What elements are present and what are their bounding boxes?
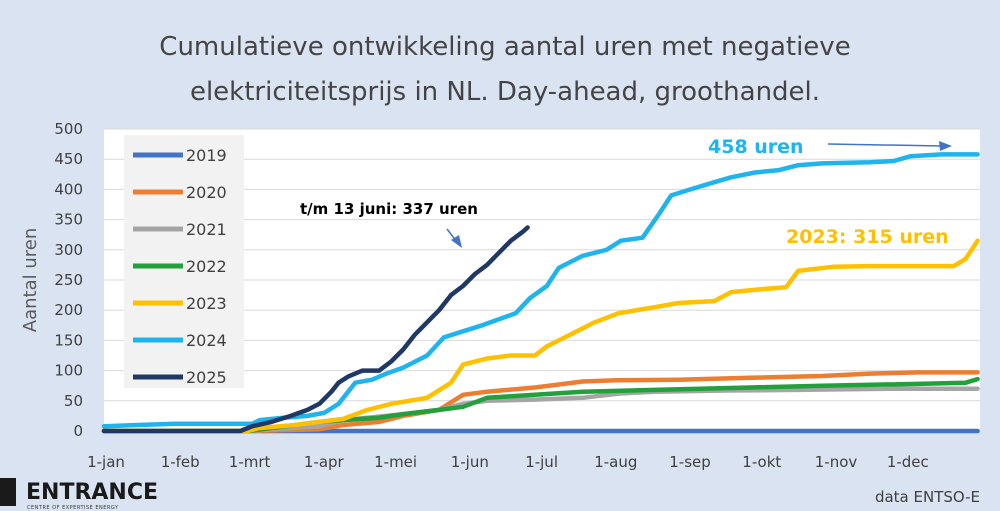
annotation-2024-arrow-line (827, 143, 944, 147)
y-tick-label: 100 (54, 362, 83, 380)
series-layer (101, 152, 980, 434)
y-tick-labels: 0 50 100 150 200 250 300 350 400 450 500 (54, 120, 83, 440)
annotation-2024-total: 458 uren (708, 136, 804, 158)
x-tick-label: 1-jun (451, 453, 489, 471)
y-tick-label: 450 (54, 150, 83, 168)
x-tick-labels: 1-jan 1-feb 1-mrt 1-apr 1-mei 1-jun 1-jul 1-aug… (87, 453, 929, 471)
annotation-2025-total: t/m 13 juni: 337 uren (300, 200, 478, 218)
y-tick-label: 300 (54, 241, 83, 259)
entrance-logo: ENTRANCE CENTRE OF EXPERTISE ENERGY (0, 478, 158, 511)
annotation-2023-total: 2023: 315 uren (786, 226, 949, 248)
y-tick-label: 200 (54, 301, 83, 319)
legend-label-2025: 2025 (186, 368, 227, 387)
x-tick-label: 1-feb (161, 453, 200, 471)
y-tick-label: 50 (64, 392, 83, 410)
y-tick-label: 350 (54, 211, 83, 229)
chart-title-line-2: elektriciteitsprijs in NL. Day-ahead, gr… (190, 77, 820, 107)
legend-label-2021: 2021 (186, 220, 227, 239)
x-tick-label: 1-mei (374, 453, 417, 471)
logo-tagline: CENTRE OF EXPERTISE ENERGY (27, 505, 119, 511)
legend-label-2019: 2019 (186, 146, 227, 165)
legend: 2019 2020 2021 2022 2023 2024 2025 (124, 135, 244, 388)
legend-label-2020: 2020 (186, 183, 227, 202)
x-tick-label: 1-okt (742, 453, 781, 471)
annotation-2024-arrow-head (939, 141, 952, 151)
x-tick-label: 1-jan (87, 453, 125, 471)
y-tick-label: 500 (54, 120, 83, 138)
chart-title-line-1: Cumulatieve ontwikkeling aantal uren met… (159, 32, 850, 62)
annotations: 458 uren 2023: 315 uren t/m 13 juni: 337… (300, 136, 952, 248)
legend-label-2023: 2023 (186, 294, 227, 313)
series-line-2025 (101, 225, 530, 434)
y-tick-label: 0 (73, 422, 83, 440)
source-note: data ENTSO-E (875, 488, 980, 506)
legend-label-2022: 2022 (186, 257, 227, 276)
x-tick-label: 1-nov (815, 453, 858, 471)
annotation-2025-arrow-head (451, 235, 462, 248)
x-tick-label: 1-sep (669, 453, 711, 471)
y-tick-label: 150 (54, 331, 83, 349)
logo-mark (0, 478, 16, 506)
x-tick-label: 1-mrt (229, 453, 271, 471)
series-line-2020 (101, 370, 980, 434)
y-tick-label: 400 (54, 180, 83, 198)
legend-box (124, 135, 244, 388)
x-tick-label: 1-jul (525, 453, 558, 471)
y-axis-label: Aantal uren (20, 228, 41, 332)
x-tick-label: 1-dec (887, 453, 929, 471)
logo-name: ENTRANCE (26, 480, 158, 505)
series-line-2024 (101, 152, 980, 429)
x-tick-label: 1-apr (304, 453, 345, 471)
x-tick-label: 1-aug (594, 453, 637, 471)
y-tick-label: 250 (54, 271, 83, 289)
series-line-2023 (101, 238, 980, 434)
legend-label-2024: 2024 (186, 331, 227, 350)
